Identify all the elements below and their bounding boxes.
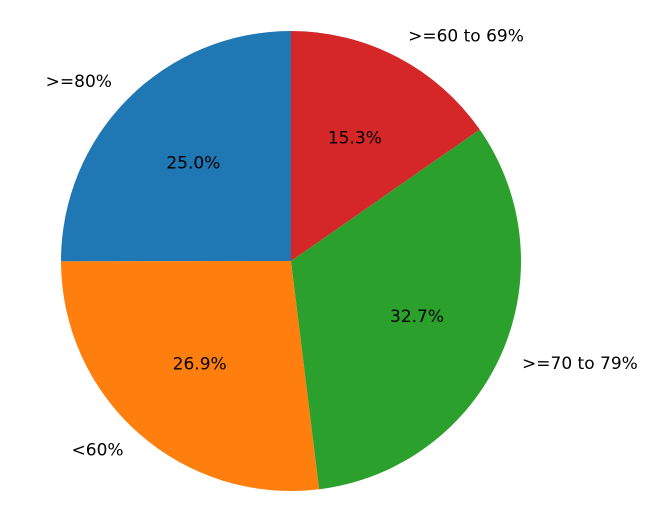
slice-label: >=80% (46, 72, 112, 92)
pie-slice (291, 129, 521, 490)
pie-slice (61, 261, 320, 491)
slice-label: >=70 to 79% (522, 354, 638, 374)
value-label: 26.9% (173, 354, 227, 374)
slice-label: <60% (72, 441, 124, 461)
value-label: 25.0% (166, 153, 220, 173)
slice-label: >=60 to 69% (408, 27, 524, 47)
value-label: 15.3% (328, 129, 382, 149)
pie-slice (60, 31, 292, 262)
pie-slice (291, 31, 480, 261)
value-label: 32.7% (390, 307, 444, 327)
